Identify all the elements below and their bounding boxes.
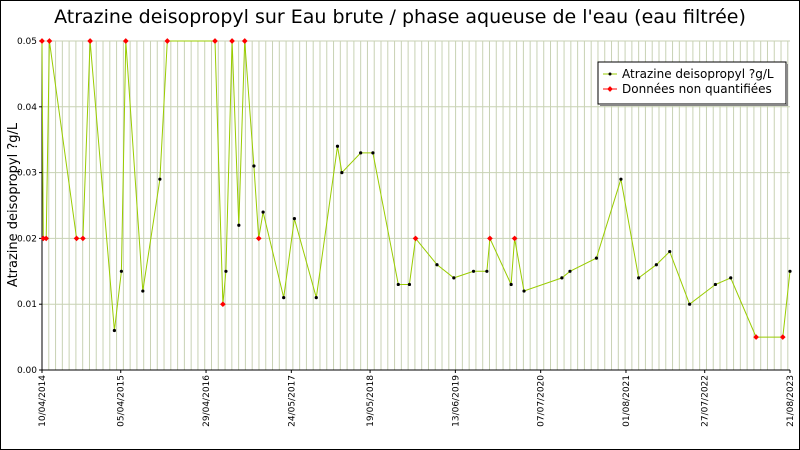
legend-series-label: Atrazine deisopropyl ?g/L (622, 67, 774, 81)
data-point (141, 289, 145, 293)
data-point (654, 263, 658, 267)
legend-nq-label: Données non quantifiées (622, 82, 772, 96)
data-point (252, 164, 256, 168)
non-quantified-point (511, 235, 518, 242)
data-point (335, 144, 340, 148)
non-quantified-point (73, 235, 80, 242)
legend-shadow-bottom (600, 104, 788, 106)
y-tick-label: 0.01 (17, 300, 37, 310)
data-point (713, 282, 718, 287)
data-point (729, 276, 733, 280)
data-point (788, 269, 792, 273)
y-tick-label: 0.04 (17, 103, 37, 113)
x-tick-label: 21/08/2023 (786, 375, 796, 427)
data-point (340, 171, 344, 175)
non-quantified-point (779, 334, 786, 340)
data-point (637, 276, 641, 280)
axes: 0.00 0.01 0.02 0.03 0.04 0.05 10/04/2014 05/04/… (17, 37, 796, 427)
data-point (452, 276, 456, 280)
y-tick-label: 0.05 (17, 37, 37, 47)
data-point (509, 282, 513, 287)
data-point (560, 276, 564, 280)
y-tick-label: 0.00 (17, 366, 37, 376)
non-quantified-point (80, 235, 86, 242)
data-point (371, 151, 375, 155)
data-point (396, 282, 400, 287)
data-point (688, 302, 692, 306)
x-tick-label: 13/06/2019 (451, 375, 461, 427)
data-point (359, 151, 363, 155)
non-quantified-point (412, 235, 419, 242)
data-point (282, 296, 286, 300)
data-point (619, 177, 623, 181)
data-point (314, 296, 318, 300)
data-point (668, 249, 672, 254)
data-point (119, 269, 123, 273)
data-point (112, 328, 116, 333)
data-point (158, 177, 162, 181)
x-tick-label: 29/04/2016 (202, 375, 212, 427)
chart-title: Atrazine deisopropyl sur Eau brute / pha… (54, 6, 746, 28)
non-quantified-point (220, 301, 226, 308)
legend-nq-marker (607, 86, 613, 92)
legend-series-marker (608, 72, 612, 76)
data-point (224, 269, 228, 273)
data-point (435, 263, 439, 267)
x-tick-label: 19/05/2018 (366, 375, 376, 427)
y-tick-label: 0.03 (17, 169, 37, 179)
data-point (568, 269, 572, 273)
data-point (292, 217, 296, 221)
data-point (261, 210, 265, 214)
data-point (237, 223, 241, 227)
non-quantified-point (255, 235, 262, 242)
data-point (471, 269, 476, 273)
y-tick-label: 0.02 (17, 234, 37, 244)
x-tick-label: 10/04/2014 (38, 375, 48, 427)
x-tick-label: 01/08/2021 (622, 375, 632, 427)
legend-shadow (786, 64, 788, 106)
x-tick-label: 24/05/2017 (287, 375, 297, 427)
x-tick-label: 27/07/2022 (701, 375, 711, 427)
non-quantified-point (487, 235, 493, 242)
data-point (594, 256, 599, 260)
non-quantified-point (753, 334, 759, 340)
data-point (407, 282, 412, 287)
data-point (522, 289, 526, 293)
x-tick-label: 05/04/2015 (117, 375, 127, 427)
data-point (485, 269, 489, 273)
y-axis-label: Atrazine deisopropyl ?g/L (6, 122, 21, 287)
legend: Atrazine deisopropyl ?g/L Données non qu… (597, 61, 788, 106)
x-tick-label: 07/07/2020 (537, 375, 547, 427)
